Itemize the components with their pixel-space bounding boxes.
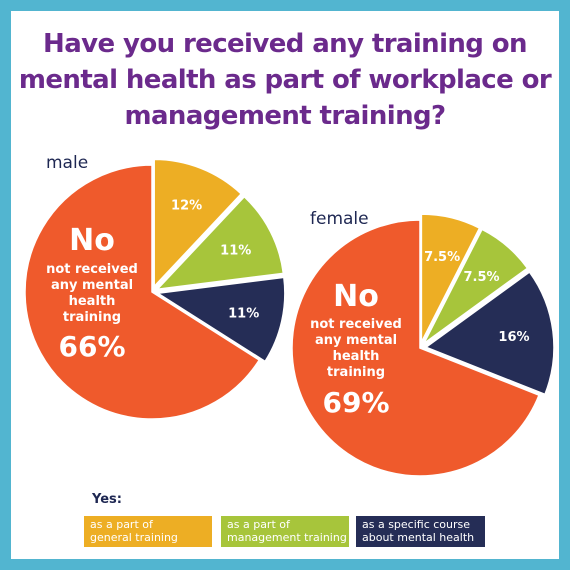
no-description-line: health (69, 294, 116, 309)
no-heading: No (333, 279, 379, 314)
slice-label-specific-course: 16% (498, 330, 529, 345)
no-description-line: any mental (315, 333, 397, 348)
slice-label-not-received: 69% (322, 386, 389, 419)
slice-label-management-training: 11% (220, 243, 251, 258)
pie-slice-specific-course (155, 276, 286, 363)
no-description-line: not received (46, 262, 138, 277)
pie-slice-general-training (153, 158, 243, 289)
pie-title-female: female (310, 209, 369, 229)
no-description-line: training (63, 310, 121, 325)
no-description-line: health (333, 349, 380, 364)
chart-title: Have you received any training on mental… (18, 29, 552, 131)
slice-label-management-training: 7.5% (463, 270, 499, 285)
slice-label-general-training: 12% (171, 199, 202, 214)
pie-slice-general-training (420, 213, 481, 343)
no-description-line: any mental (51, 278, 133, 293)
legend-item-management-training: as a part of management training (221, 516, 349, 547)
no-description-line: not received (310, 317, 402, 332)
pie-title-male: male (46, 153, 88, 173)
legend-item-specific-course: as a specific course about mental health (356, 516, 485, 547)
pie-slice-management-training (423, 228, 529, 345)
no-description-line: training (327, 365, 385, 380)
no-heading: No (69, 223, 115, 258)
pie-slice-management-training (155, 195, 285, 291)
pie-slice-specific-course (424, 270, 555, 396)
slice-label-general-training: 7.5% (424, 250, 460, 265)
pie-slice-not-received (291, 219, 540, 477)
legend-heading: Yes: (92, 492, 122, 507)
slice-label-specific-course: 11% (228, 307, 259, 322)
legend-item-general-training: as a part of general training (84, 516, 212, 547)
pie-slice-not-received (24, 164, 261, 420)
slice-label-not-received: 66% (58, 330, 125, 363)
